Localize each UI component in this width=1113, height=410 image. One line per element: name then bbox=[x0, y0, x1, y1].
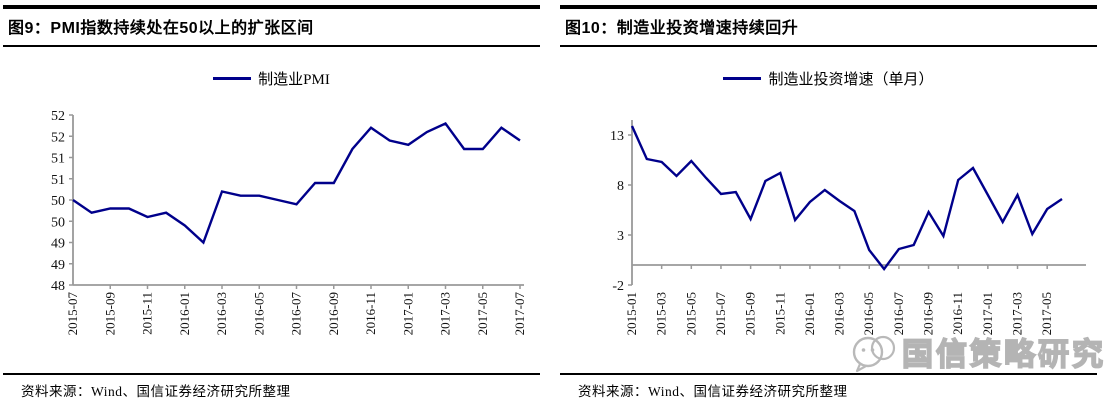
svg-text:2015-03: 2015-03 bbox=[654, 292, 669, 335]
svg-text:2017-07: 2017-07 bbox=[512, 292, 527, 336]
legend-line-swatch bbox=[723, 76, 762, 80]
title-divider bbox=[560, 45, 1097, 47]
svg-text:2015-11: 2015-11 bbox=[140, 292, 155, 335]
svg-text:52: 52 bbox=[51, 130, 65, 145]
svg-text:2017-03: 2017-03 bbox=[438, 292, 453, 335]
svg-text:50: 50 bbox=[51, 194, 65, 209]
svg-text:2016-09: 2016-09 bbox=[921, 292, 936, 335]
svg-text:2016-01: 2016-01 bbox=[802, 292, 817, 335]
watermark-text: 国信策略研究 bbox=[901, 336, 1106, 373]
legend-line-swatch bbox=[213, 76, 252, 80]
svg-text:48: 48 bbox=[51, 279, 65, 294]
svg-text:2015-09: 2015-09 bbox=[743, 292, 758, 335]
svg-text:2016-11: 2016-11 bbox=[950, 292, 965, 335]
svg-text:2016-05: 2016-05 bbox=[251, 292, 266, 335]
svg-text:2015-09: 2015-09 bbox=[102, 292, 117, 335]
svg-text:2015-05: 2015-05 bbox=[683, 292, 698, 335]
source-note: 资料来源：Wind、国信证券经济研究所整理 bbox=[21, 384, 291, 399]
svg-text:2017-01: 2017-01 bbox=[980, 292, 995, 335]
svg-text:2015-07: 2015-07 bbox=[65, 292, 80, 336]
legend-label: 制造业PMI bbox=[258, 71, 330, 88]
legend: 制造业PMI bbox=[3, 66, 540, 90]
figure-panel-pmi: 图9：PMI指数持续处在50以上的扩张区间 制造业PMI 48 49 49 50 50 5… bbox=[3, 0, 548, 410]
svg-text:51: 51 bbox=[51, 173, 65, 188]
svg-text:51: 51 bbox=[51, 152, 65, 167]
source-divider bbox=[560, 373, 1097, 375]
svg-text:49: 49 bbox=[51, 237, 65, 252]
figure-title: 图10：制造业投资增速持续回升 bbox=[565, 20, 799, 37]
svg-text:2016-05: 2016-05 bbox=[861, 292, 876, 335]
svg-text:2015-11: 2015-11 bbox=[772, 292, 787, 335]
investment-line-chart: -2 3 8 13 2015-01 2015-03 2015-05 2015-07 2015-0… bbox=[610, 120, 1086, 336]
svg-text:8: 8 bbox=[617, 179, 624, 194]
source-note: 资料来源：Wind、国信证券经济研究所整理 bbox=[578, 384, 848, 399]
svg-text:50: 50 bbox=[51, 215, 65, 230]
svg-text:2016-09: 2016-09 bbox=[326, 292, 341, 335]
title-divider bbox=[3, 45, 540, 47]
panel-top-bar bbox=[560, 5, 1097, 9]
panel-top-bar bbox=[3, 5, 540, 9]
svg-text:2015-01: 2015-01 bbox=[624, 292, 639, 335]
svg-text:2015-07: 2015-07 bbox=[713, 292, 728, 336]
svg-text:2016-07: 2016-07 bbox=[891, 292, 906, 336]
svg-text:52: 52 bbox=[51, 109, 65, 124]
legend-label: 制造业投资增速（单月） bbox=[768, 71, 934, 88]
figure-panel-investment: 图10：制造业投资增速持续回升 制造业投资增速（单月） -2 3 8 13 2015-0… bbox=[560, 0, 1105, 410]
wechat-smiley-icon bbox=[852, 335, 896, 372]
figure-title: 图9：PMI指数持续处在50以上的扩张区间 bbox=[8, 20, 314, 37]
svg-text:2016-03: 2016-03 bbox=[832, 292, 847, 335]
svg-text:3: 3 bbox=[617, 229, 624, 244]
svg-text:49: 49 bbox=[51, 258, 65, 273]
source-divider bbox=[3, 373, 540, 375]
watermark: 国信策略研究 bbox=[850, 329, 1106, 374]
svg-text:2016-03: 2016-03 bbox=[214, 292, 229, 335]
svg-text:2017-05: 2017-05 bbox=[475, 292, 490, 335]
legend: 制造业投资增速（单月） bbox=[560, 66, 1097, 90]
svg-text:2017-03: 2017-03 bbox=[1010, 292, 1025, 335]
svg-text:2016-01: 2016-01 bbox=[177, 292, 192, 335]
pmi-line-chart: 48 49 49 50 50 51 51 52 52 2015-07 2015-09 2015-11 2… bbox=[51, 109, 527, 336]
svg-text:2016-11: 2016-11 bbox=[363, 292, 378, 335]
svg-text:2017-01: 2017-01 bbox=[400, 292, 415, 335]
svg-text:2016-07: 2016-07 bbox=[289, 292, 304, 336]
svg-text:-2: -2 bbox=[612, 279, 624, 294]
svg-text:13: 13 bbox=[610, 129, 624, 144]
svg-text:2017-05: 2017-05 bbox=[1039, 292, 1054, 335]
